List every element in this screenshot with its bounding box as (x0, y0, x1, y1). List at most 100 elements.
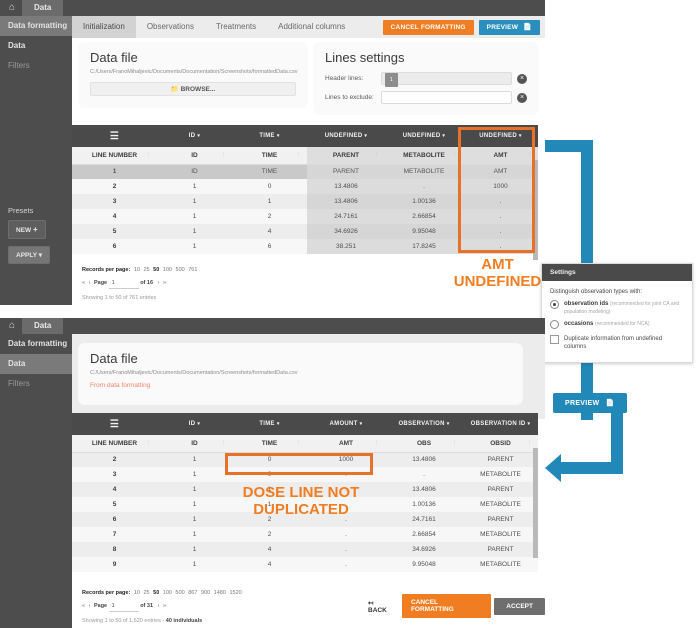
th-observation-id[interactable]: OBSERVATION ID ▾ (470, 421, 531, 427)
hamburger-icon[interactable]: ☰ (109, 130, 120, 142)
home-icon-2[interactable]: ⌂ (8, 320, 16, 331)
rpp-option[interactable]: 500 (175, 267, 185, 273)
cell-time: 1 (232, 497, 307, 512)
first-page-button-2[interactable]: « (82, 603, 86, 609)
document-icon: 📄 (605, 400, 615, 407)
cell-time: 4 (232, 557, 307, 572)
data-file-card: Data file C:/Users/FranoMihaljevic/Docum… (78, 42, 308, 108)
next-page-button[interactable]: › (157, 280, 160, 286)
lines-exclude-row: Lines to exclude: × (313, 88, 539, 107)
rpp-option[interactable]: 1520 (229, 590, 242, 596)
rpp-option[interactable]: 25 (143, 590, 150, 596)
sidebar-item-filters[interactable]: Filters (8, 61, 30, 70)
cell-obsid: METABOLITE (463, 557, 538, 572)
rpp-option-selected[interactable]: 50 (153, 590, 160, 596)
occasions-text: occasions (recommended for NCA) (564, 320, 650, 328)
clear-circle-icon[interactable]: × (517, 73, 527, 84)
accept-button[interactable]: ACCEPT (494, 597, 545, 615)
th-id-2[interactable]: ID ▾ (188, 421, 201, 427)
rpp-option[interactable]: 10 (133, 267, 140, 273)
last-page-button-2[interactable]: » (162, 603, 166, 609)
header-lines-row: Header lines: 1 × (313, 69, 539, 88)
tab-observations[interactable]: Observations (146, 22, 194, 31)
duplicate-label: Duplicate information from undefined col… (564, 336, 663, 350)
option-duplicate-info[interactable]: Duplicate information from undefined col… (550, 335, 684, 351)
rpp-option[interactable]: 900 (200, 590, 211, 596)
radio-icon-occasions[interactable] (550, 320, 559, 329)
tab-data-2[interactable]: Data (22, 318, 64, 334)
sidebar-item-filters-2[interactable]: Filters (8, 379, 30, 388)
apply-preset-button[interactable]: APPLY ▾ (8, 246, 51, 264)
sub-time-2: TIME ⋮ (232, 435, 307, 453)
preview-button[interactable]: PREVIEW 📄 (478, 20, 540, 35)
next-page-button-2[interactable]: › (157, 603, 160, 609)
tab-strip-top: Initialization Observations Treatments A… (72, 16, 545, 38)
th-undefined-3[interactable]: UNDEFINED ▾ (479, 133, 522, 139)
sidebar-item-data-formatting[interactable]: Data formatting (0, 16, 72, 36)
clear-circle-icon-2[interactable]: × (517, 92, 527, 103)
flow-preview-button[interactable]: PREVIEW 📄 (553, 393, 627, 413)
cell-amt: 1000 (463, 179, 538, 194)
data-table-bottom: ☰ ID ▾ TIME ▾ AMOUNT ▾ OBSERVATION ▾ OBS… (72, 413, 538, 572)
checkbox-icon-duplicate[interactable] (550, 335, 559, 344)
cell-obs: 9.95048 (385, 557, 463, 572)
sidebar-item-data-2[interactable]: Data (0, 354, 72, 374)
rpp-option[interactable]: 25 (143, 267, 150, 273)
tab-data[interactable]: Data (22, 0, 64, 16)
observation-ids-hint: (recommended for joint CA and population… (564, 301, 680, 315)
th-undefined-2[interactable]: UNDEFINED ▾ (402, 133, 446, 139)
last-page-button[interactable]: » (162, 280, 166, 286)
prev-page-button[interactable]: ‹ (88, 280, 91, 286)
from-data-formatting-link[interactable]: From data formatting (90, 382, 151, 389)
lines-exclude-input[interactable] (381, 91, 512, 104)
prev-page-button-2[interactable]: ‹ (88, 603, 91, 609)
th-undefined-1[interactable]: UNDEFINED ▾ (324, 133, 368, 139)
th-time-2[interactable]: TIME ▾ (259, 421, 280, 427)
sidebar-item-data[interactable]: Data (8, 41, 26, 50)
th-observation[interactable]: OBSERVATION ▾ (398, 421, 450, 427)
hamburger-icon-2[interactable]: ☰ (109, 418, 120, 430)
radio-icon-observation-ids[interactable] (550, 300, 559, 309)
cell-id: 1 (157, 542, 232, 557)
cell-time: 1 (232, 482, 307, 497)
cancel-formatting-button[interactable]: CANCEL FORMATTING (382, 20, 474, 35)
cell-id: 1 (157, 194, 232, 209)
rpp-option[interactable]: 761 (188, 267, 198, 273)
table-scrollbar-2[interactable] (533, 448, 538, 558)
page-input[interactable]: 1 (108, 278, 139, 289)
rpp-option[interactable]: 867 (188, 590, 198, 596)
option-observation-ids[interactable]: observation ids (recommended for joint C… (550, 300, 684, 316)
sidebar-item-data-formatting-2[interactable]: Data formatting (8, 339, 68, 348)
browse-button[interactable]: 📁 BROWSE... (90, 82, 296, 96)
first-page-button[interactable]: « (82, 280, 86, 286)
rpp-option[interactable]: 500 (175, 590, 185, 596)
rpp-option[interactable]: 1480 (213, 590, 226, 596)
rpp-option-selected[interactable]: 50 (153, 267, 160, 273)
home-icon[interactable]: ⌂ (8, 2, 16, 13)
rpp-option[interactable]: 100 (162, 590, 172, 596)
back-button[interactable]: ↤ BACK (360, 599, 402, 614)
tab-initialization[interactable]: Initialization (72, 16, 136, 38)
table-scrollbar[interactable] (533, 160, 538, 260)
lines-settings-title: Lines settings (325, 50, 405, 65)
th-amount[interactable]: AMOUNT ▾ (329, 421, 363, 427)
th-id[interactable]: ID ▾ (188, 133, 201, 139)
tab-additional-columns[interactable]: Additional columns (278, 22, 346, 31)
header-lines-value: 1 (385, 73, 398, 87)
cell-line-number: 2 (72, 179, 157, 194)
th-time[interactable]: TIME ▾ (259, 133, 280, 139)
apply-preset-label: APPLY (16, 252, 37, 259)
plus-icon: + (32, 225, 38, 234)
cancel-formatting-button-2[interactable]: CANCEL FORMATTING (401, 594, 492, 618)
new-preset-button[interactable]: NEW + (8, 220, 46, 239)
cell-obsid: PARENT (463, 512, 538, 527)
page-input-2[interactable]: 1 (108, 601, 139, 612)
rpp-option[interactable]: 10 (133, 590, 140, 596)
tab-treatments[interactable]: Treatments (215, 22, 257, 31)
sub-amt-2: AMT ⋮ (307, 435, 385, 453)
rpp-option[interactable]: 100 (162, 267, 172, 273)
option-occasions[interactable]: occasions (recommended for NCA) (550, 320, 684, 329)
cell-line-number: 2 (72, 452, 157, 467)
header-lines-input[interactable]: 1 (381, 72, 512, 87)
